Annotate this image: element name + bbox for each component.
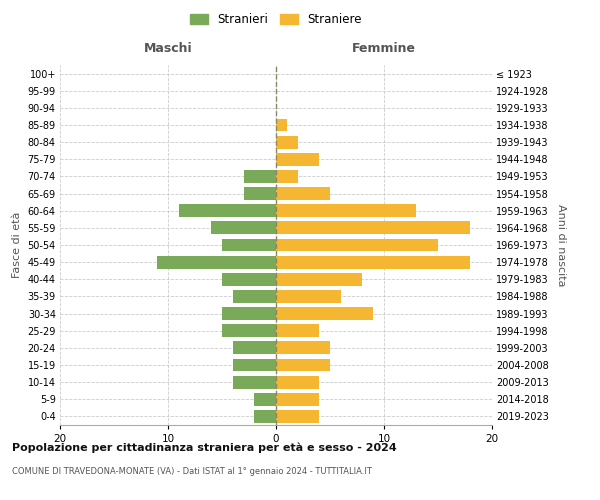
Bar — [254, 410, 276, 423]
Bar — [276, 153, 319, 166]
Bar — [276, 118, 287, 132]
Bar — [233, 358, 276, 372]
Bar — [179, 204, 276, 217]
Bar — [233, 342, 276, 354]
Bar — [244, 187, 276, 200]
Text: Femmine: Femmine — [352, 42, 416, 54]
Bar — [276, 256, 470, 268]
Text: Popolazione per cittadinanza straniera per età e sesso - 2024: Popolazione per cittadinanza straniera p… — [12, 442, 397, 453]
Bar — [276, 204, 416, 217]
Bar — [276, 410, 319, 423]
Bar — [233, 290, 276, 303]
Bar — [276, 393, 319, 406]
Bar — [157, 256, 276, 268]
Bar — [276, 358, 330, 372]
Bar — [222, 273, 276, 285]
Bar — [222, 307, 276, 320]
Bar — [276, 376, 319, 388]
Bar — [244, 170, 276, 183]
Bar — [211, 222, 276, 234]
Bar — [276, 187, 330, 200]
Bar — [276, 290, 341, 303]
Bar — [276, 342, 330, 354]
Bar — [276, 273, 362, 285]
Text: COMUNE DI TRAVEDONA-MONATE (VA) - Dati ISTAT al 1° gennaio 2024 - TUTTITALIA.IT: COMUNE DI TRAVEDONA-MONATE (VA) - Dati I… — [12, 468, 372, 476]
Y-axis label: Anni di nascita: Anni di nascita — [556, 204, 566, 286]
Bar — [276, 136, 298, 148]
Bar — [276, 324, 319, 337]
Bar — [222, 238, 276, 252]
Y-axis label: Fasce di età: Fasce di età — [12, 212, 22, 278]
Bar — [276, 170, 298, 183]
Bar — [276, 307, 373, 320]
Bar — [276, 238, 438, 252]
Bar — [276, 222, 470, 234]
Text: Maschi: Maschi — [143, 42, 193, 54]
Bar — [254, 393, 276, 406]
Legend: Stranieri, Straniere: Stranieri, Straniere — [185, 8, 367, 31]
Bar — [222, 324, 276, 337]
Bar — [233, 376, 276, 388]
